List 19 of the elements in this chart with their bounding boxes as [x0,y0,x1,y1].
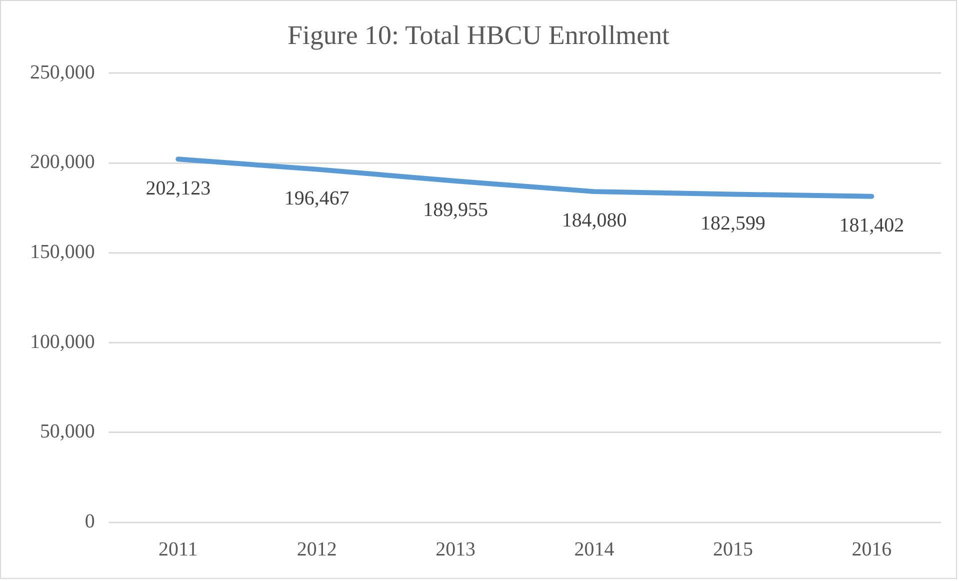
x-tick-label: 2014 [574,538,614,560]
x-tick-label: 2013 [436,538,476,560]
x-tick-label: 2012 [296,538,337,560]
y-tick-label: 50,000 [40,420,95,443]
x-tick-label: 2011 [158,538,198,560]
data-label: 189,955 [423,199,488,222]
data-label: 202,123 [146,177,211,200]
x-tick-label: 2016 [852,538,892,560]
data-label: 196,467 [284,187,350,210]
y-tick-label: 200,000 [30,151,95,174]
y-tick-label: 150,000 [30,241,95,263]
y-tick-label: 0 [84,510,95,532]
data-label: 182,599 [700,212,766,234]
data-label: 181,402 [839,214,904,236]
y-tick-label: 100,000 [30,330,95,353]
chart-title: Figure 10: Total HBCU Enrollment [287,20,670,50]
y-tick-label: 250,000 [30,61,95,84]
data-label: 184,080 [562,210,627,232]
x-tick-label: 2015 [713,538,753,560]
